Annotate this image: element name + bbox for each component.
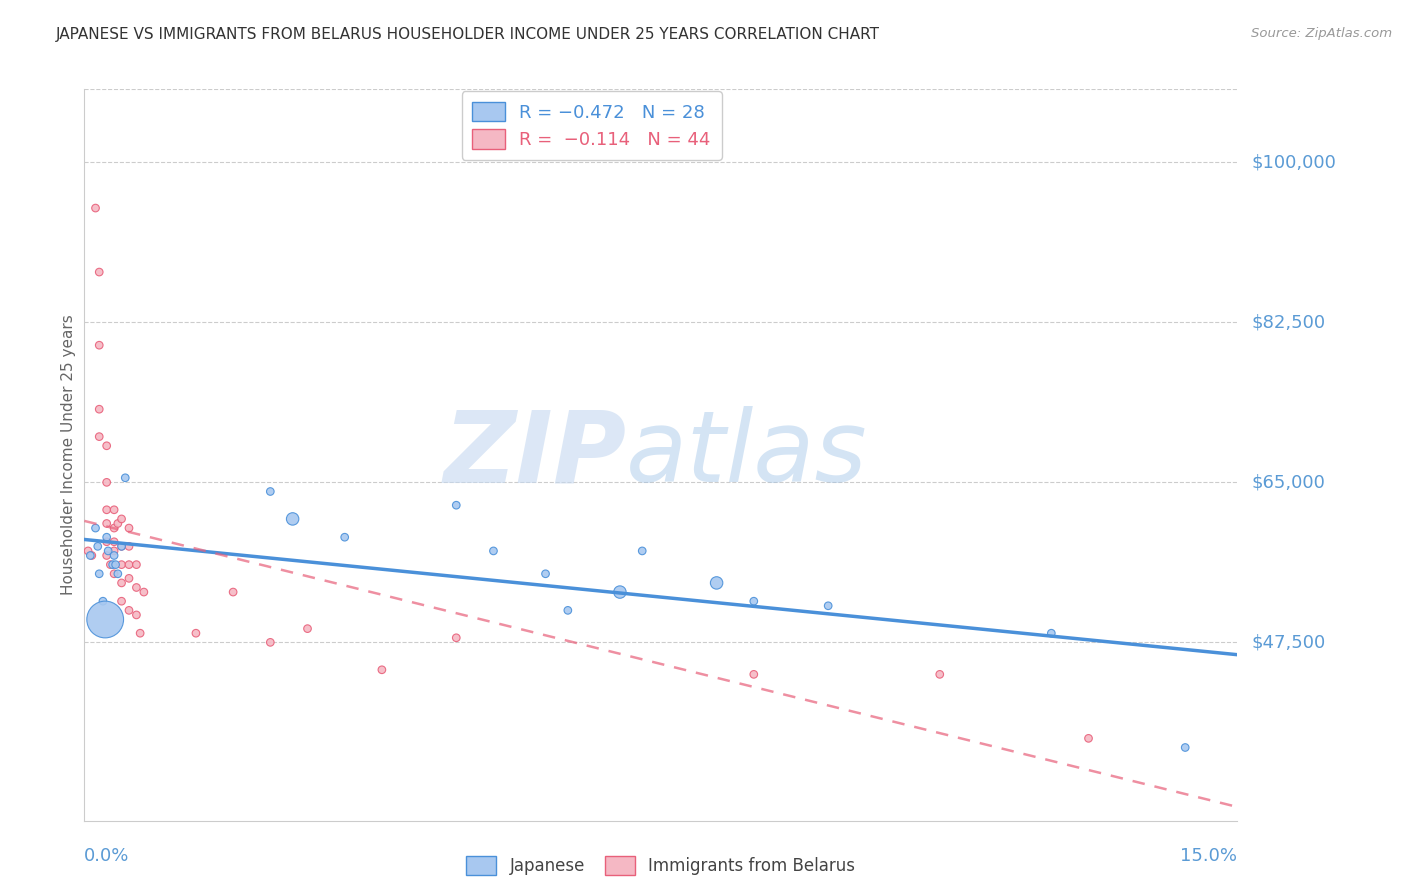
Point [118, 603, 141, 617]
Point [371, 663, 394, 677]
Text: ZIP: ZIP [443, 407, 626, 503]
Point [110, 594, 132, 608]
Point [110, 512, 132, 526]
Point [89, 402, 111, 417]
Text: $82,500: $82,500 [1251, 313, 1326, 331]
Point [114, 471, 136, 485]
Point [132, 585, 155, 599]
Text: JAPANESE VS IMMIGRANTS FROM BELARUS HOUSEHOLDER INCOME UNDER 25 YEARS CORRELATIO: JAPANESE VS IMMIGRANTS FROM BELARUS HOUS… [56, 27, 880, 42]
Point [107, 566, 129, 581]
Point [742, 667, 765, 681]
Text: $47,500: $47,500 [1251, 633, 1326, 651]
Point [118, 558, 141, 572]
Point [118, 539, 141, 553]
Point [96, 530, 118, 544]
Point [89, 265, 111, 279]
Point [706, 576, 728, 591]
Point [222, 585, 245, 599]
Text: $100,000: $100,000 [1251, 153, 1336, 171]
Point [1174, 740, 1197, 755]
Legend: Japanese, Immigrants from Belarus: Japanese, Immigrants from Belarus [460, 850, 862, 882]
Point [259, 484, 281, 499]
Point [101, 558, 124, 572]
Point [89, 430, 111, 444]
Point [96, 516, 118, 531]
Point [446, 631, 468, 645]
Point [97, 544, 120, 558]
Point [110, 539, 132, 553]
Point [96, 534, 118, 549]
Point [103, 503, 125, 517]
Point [817, 599, 839, 613]
Point [96, 439, 118, 453]
Point [87, 539, 110, 553]
Text: 15.0%: 15.0% [1180, 847, 1237, 865]
Y-axis label: Householder Income Under 25 years: Householder Income Under 25 years [60, 315, 76, 595]
Point [107, 516, 129, 531]
Point [94, 613, 117, 627]
Point [631, 544, 654, 558]
Point [103, 534, 125, 549]
Point [1040, 626, 1063, 640]
Point [89, 566, 111, 581]
Point [742, 594, 765, 608]
Point [100, 558, 122, 572]
Point [928, 667, 950, 681]
Point [297, 622, 319, 636]
Point [110, 539, 132, 553]
Point [104, 558, 127, 572]
Point [110, 558, 132, 572]
Point [84, 521, 107, 535]
Point [84, 201, 107, 215]
Point [91, 594, 114, 608]
Text: 0.0%: 0.0% [84, 847, 129, 865]
Point [557, 603, 579, 617]
Point [103, 544, 125, 558]
Point [259, 635, 281, 649]
Point [79, 549, 101, 563]
Point [89, 338, 111, 352]
Text: Source: ZipAtlas.com: Source: ZipAtlas.com [1251, 27, 1392, 40]
Point [103, 521, 125, 535]
Point [96, 475, 118, 490]
Point [77, 544, 100, 558]
Point [281, 512, 304, 526]
Point [125, 558, 148, 572]
Point [96, 503, 118, 517]
Point [118, 521, 141, 535]
Point [184, 626, 207, 640]
Point [110, 576, 132, 591]
Point [103, 566, 125, 581]
Point [125, 607, 148, 622]
Point [80, 549, 103, 563]
Point [103, 549, 125, 563]
Point [609, 585, 631, 599]
Point [1077, 731, 1099, 746]
Point [482, 544, 505, 558]
Point [534, 566, 557, 581]
Point [333, 530, 356, 544]
Point [125, 581, 148, 595]
Text: $65,000: $65,000 [1251, 474, 1326, 491]
Point [446, 498, 468, 512]
Point [118, 571, 141, 585]
Point [129, 626, 152, 640]
Text: atlas: atlas [626, 407, 868, 503]
Point [96, 549, 118, 563]
